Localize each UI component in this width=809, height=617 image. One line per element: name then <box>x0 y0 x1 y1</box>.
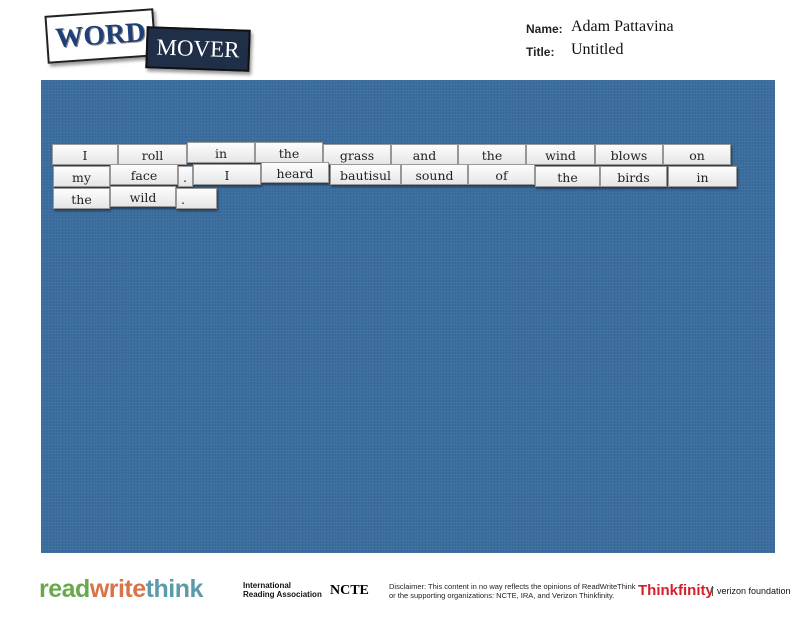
word-tile[interactable]: birds <box>600 166 667 187</box>
word-tile[interactable]: on <box>663 144 731 165</box>
name-label: Name: <box>526 22 563 36</box>
title-value[interactable]: Untitled <box>571 41 624 58</box>
word-tile[interactable]: the <box>255 142 323 163</box>
word-tile[interactable]: in <box>668 166 737 187</box>
verizon-foundation-logo[interactable]: verizon foundation <box>712 586 791 596</box>
disclaimer: Disclaimer: This content in no way refle… <box>389 582 636 600</box>
word-tile[interactable]: the <box>53 188 110 209</box>
logo-mover: MOVER <box>145 26 251 72</box>
title-label: Title: <box>526 45 555 59</box>
word-tile[interactable]: in <box>187 142 255 163</box>
word-tile[interactable]: wild <box>110 186 176 207</box>
word-tile[interactable]: . <box>176 188 217 209</box>
word-tile[interactable]: grass <box>323 144 391 165</box>
word-tile[interactable]: of <box>468 164 535 185</box>
word-tile[interactable]: the <box>458 144 526 165</box>
word-tile[interactable]: wind <box>526 144 595 165</box>
ncte-logo[interactable]: NCTE <box>330 583 369 598</box>
word-tile[interactable]: and <box>391 144 458 165</box>
rwt-write: write <box>89 575 146 603</box>
word-tile[interactable]: my <box>53 166 110 187</box>
word-tile[interactable]: face <box>110 164 178 185</box>
word-tile[interactable]: bautisul <box>330 164 401 185</box>
word-tile[interactable]: roll <box>118 144 187 165</box>
word-tile[interactable]: sound <box>401 164 468 185</box>
rwt-read: read <box>39 575 90 603</box>
word-tile[interactable]: heard <box>261 162 329 183</box>
word-tile[interactable]: the <box>535 166 600 187</box>
readwritethink-logo[interactable]: readwritethink <box>39 575 203 604</box>
thinkfinity-logo[interactable]: Thinkfinity <box>638 582 714 599</box>
logo-word: WORD <box>44 8 157 64</box>
word-tile[interactable]: . <box>178 166 193 187</box>
word-tile[interactable]: blows <box>595 144 663 165</box>
name-value[interactable]: Adam Pattavina <box>571 18 674 35</box>
word-tile[interactable]: I <box>193 164 261 185</box>
rwt-think: think <box>145 575 204 603</box>
word-mover-logo: WORD MOVER <box>44 8 251 72</box>
ira-logo[interactable]: International Reading Association <box>243 581 322 599</box>
footer: readwritethink International Reading Ass… <box>0 570 809 610</box>
word-tile[interactable]: I <box>52 144 118 165</box>
